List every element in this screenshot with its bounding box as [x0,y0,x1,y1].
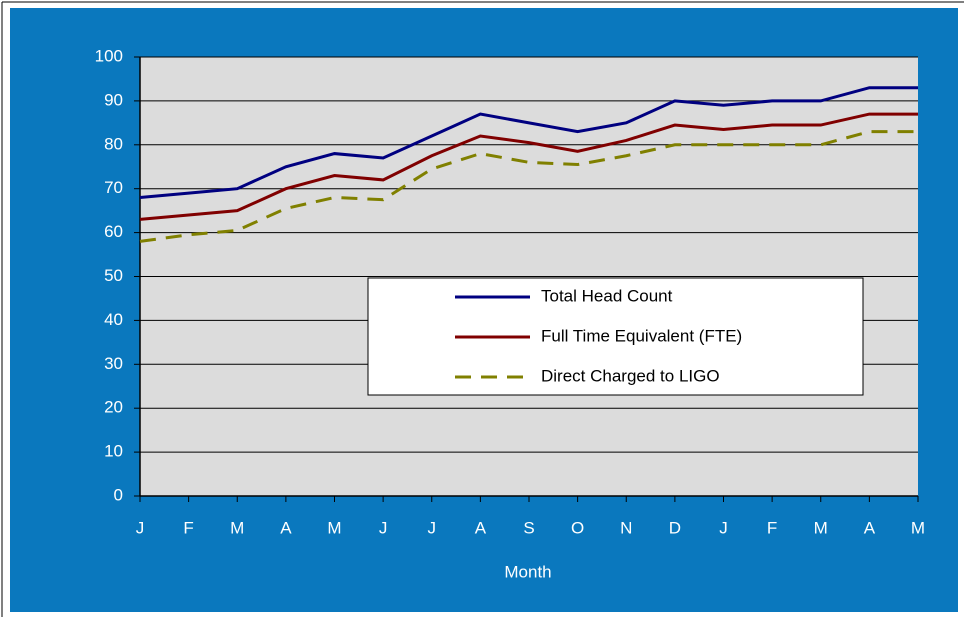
x-tick-label: M [230,518,244,537]
series-line [139,112,918,221]
x-tick-label: A [280,518,292,537]
y-tick-label: 0 [114,485,123,504]
x-tick-label: J [379,518,388,537]
x-tick-label: M [814,518,828,537]
y-tick-label: 10 [104,442,123,461]
legend-label: Full Time Equivalent (FTE) [541,326,742,345]
x-tick-label: F [183,518,193,537]
x-tick-label: O [571,518,584,537]
y-tick-label: 60 [104,222,123,241]
legend-label: Direct Charged to LIGO [541,366,720,385]
x-tick-label: M [327,518,341,537]
legend-label: Total Head Count [541,286,673,305]
x-tick-label: J [428,518,437,537]
y-tick-label: 100 [95,46,123,65]
legend-box [367,277,864,396]
x-tick-label: D [669,518,681,537]
y-tick-label: 50 [104,266,123,285]
x-tick-label: A [475,518,487,537]
y-tick-label: 20 [104,398,123,417]
y-tick-label: 30 [104,354,123,373]
x-tick-label: S [523,518,534,537]
y-tick-label: 80 [104,134,123,153]
y-tick-label: 70 [104,178,123,197]
y-tick-label: 40 [104,310,123,329]
x-axis-title: Month [504,562,551,581]
x-tick-label: F [767,518,777,537]
x-tick-label: J [136,518,145,537]
series-line [139,86,918,199]
x-tick-label: M [911,518,925,537]
x-tick-label: N [620,518,632,537]
series-line [139,130,918,243]
x-tick-label: J [719,518,728,537]
x-tick-label: A [864,518,876,537]
y-tick-label: 90 [104,90,123,109]
